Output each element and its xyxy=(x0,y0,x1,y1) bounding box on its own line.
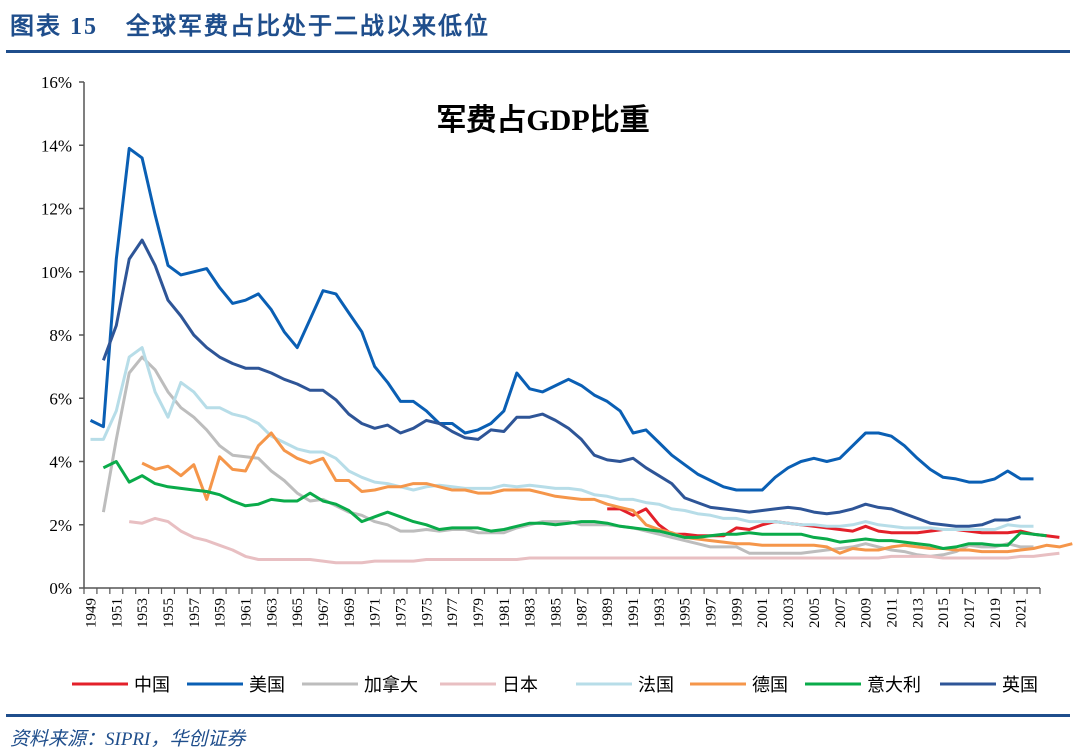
series-line-美国 xyxy=(89,146,1034,492)
x-tick-label: 2015 xyxy=(936,598,952,628)
y-tick-label: 6% xyxy=(49,389,72,408)
y-tick-label: 10% xyxy=(41,263,72,282)
y-tick-label: 16% xyxy=(41,73,72,92)
legend-item: 中国 xyxy=(72,675,170,696)
header-rule xyxy=(6,50,1070,53)
legend-item: 德国 xyxy=(690,675,788,696)
line-chart: 军费占GDP比重 0% 2% 4% 6% 8% 10% 12% 14% 16% 1949 1951 1… xyxy=(41,73,1073,696)
x-tick-label: 1997 xyxy=(704,598,720,629)
x-tick-label: 1999 xyxy=(729,598,745,628)
legend-label: 日本 xyxy=(502,675,538,696)
x-tick-label: 1951 xyxy=(109,598,125,628)
series-lines xyxy=(89,146,1073,565)
x-tick-label: 2021 xyxy=(1014,598,1030,628)
y-tick-label: 12% xyxy=(41,200,72,219)
x-tick-label: 1983 xyxy=(523,598,539,628)
x-tick-label: 2007 xyxy=(833,598,849,629)
series-line-日本 xyxy=(129,516,1060,565)
x-tick-label: 1965 xyxy=(290,598,306,628)
x-tick-label: 1955 xyxy=(161,598,177,628)
footer-rule xyxy=(6,714,1070,717)
y-tick-label: 4% xyxy=(49,453,72,472)
x-tick-label: 1949 xyxy=(83,598,99,628)
x-tick-label: 1989 xyxy=(600,598,616,628)
x-tick-label: 1963 xyxy=(264,598,280,628)
chart-title: 军费占GDP比重 xyxy=(436,104,649,137)
legend: 中国 美国 加拿大 日本 法国 德国 意大利 英国 xyxy=(72,674,1038,696)
x-tick-label: 2011 xyxy=(884,598,900,627)
x-tick-label: 2009 xyxy=(859,598,875,628)
x-tick-label: 1975 xyxy=(419,598,435,628)
legend-item: 日本 xyxy=(440,675,538,696)
series-line-加拿大 xyxy=(101,355,1034,558)
y-tick-label: 0% xyxy=(49,579,72,598)
x-tick-label: 1971 xyxy=(368,598,384,628)
x-tick-label: 2003 xyxy=(781,598,797,628)
legend-label: 英国 xyxy=(1002,675,1038,696)
x-tick-label: 1967 xyxy=(316,598,332,629)
legend-label: 美国 xyxy=(249,675,285,696)
series-line-中国 xyxy=(607,507,1060,539)
series-line-德国 xyxy=(141,431,1073,555)
x-tick-label: 1981 xyxy=(497,598,513,628)
y-tick-label: 14% xyxy=(41,136,72,155)
x-tick-label: 1977 xyxy=(445,598,461,629)
legend-item: 法国 xyxy=(576,675,674,696)
x-tick-label: 1969 xyxy=(342,598,358,628)
source-note: 资料来源：SIPRI，华创证券 xyxy=(10,729,246,750)
x-tick-label: 2017 xyxy=(962,598,978,629)
x-tick-label: 1953 xyxy=(135,598,151,628)
figure-number: 15 xyxy=(70,14,98,40)
legend-label: 意大利 xyxy=(867,675,921,696)
x-tick-label: 1993 xyxy=(652,598,668,628)
legend-item: 英国 xyxy=(940,675,1038,696)
x-tick-label: 2013 xyxy=(910,598,926,628)
x-tick-label: 1979 xyxy=(471,598,487,628)
legend-label: 加拿大 xyxy=(364,674,418,696)
x-tick-label: 1959 xyxy=(213,598,229,628)
legend-item: 意大利 xyxy=(805,675,921,696)
legend-label: 德国 xyxy=(752,675,788,696)
figure-title: 全球军费占比处于二战以来低位 xyxy=(126,14,490,40)
x-tick-label: 1991 xyxy=(626,598,642,628)
x-tick-label: 1957 xyxy=(187,598,203,629)
figure-prefix: 图表 xyxy=(10,14,62,40)
legend-item: 加拿大 xyxy=(302,674,418,696)
legend-label: 中国 xyxy=(134,675,170,696)
axes: 0% 2% 4% 6% 8% 10% 12% 14% 16% 1949 1951 1953 1955 19… xyxy=(41,73,1041,629)
series-line-法国 xyxy=(90,346,1034,531)
series-line-英国 xyxy=(101,238,1021,528)
x-tick-label: 1973 xyxy=(394,598,410,628)
series-line-意大利 xyxy=(102,460,1047,550)
x-tick-label: 2001 xyxy=(755,598,771,628)
x-tick-label: 2019 xyxy=(988,598,1004,628)
y-tick-label: 2% xyxy=(49,516,72,535)
legend-label: 法国 xyxy=(638,675,674,696)
y-tick-label: 8% xyxy=(49,326,72,345)
x-tick-label: 1985 xyxy=(549,598,565,628)
x-tick-label: 1961 xyxy=(238,598,254,628)
x-tick-label: 1995 xyxy=(678,598,694,628)
legend-item: 美国 xyxy=(187,675,285,696)
x-tick-label: 2005 xyxy=(807,598,823,628)
x-tick-label: 1987 xyxy=(574,598,590,629)
figure-header: 图表 15 全球军费占比处于二战以来低位 xyxy=(10,6,490,41)
